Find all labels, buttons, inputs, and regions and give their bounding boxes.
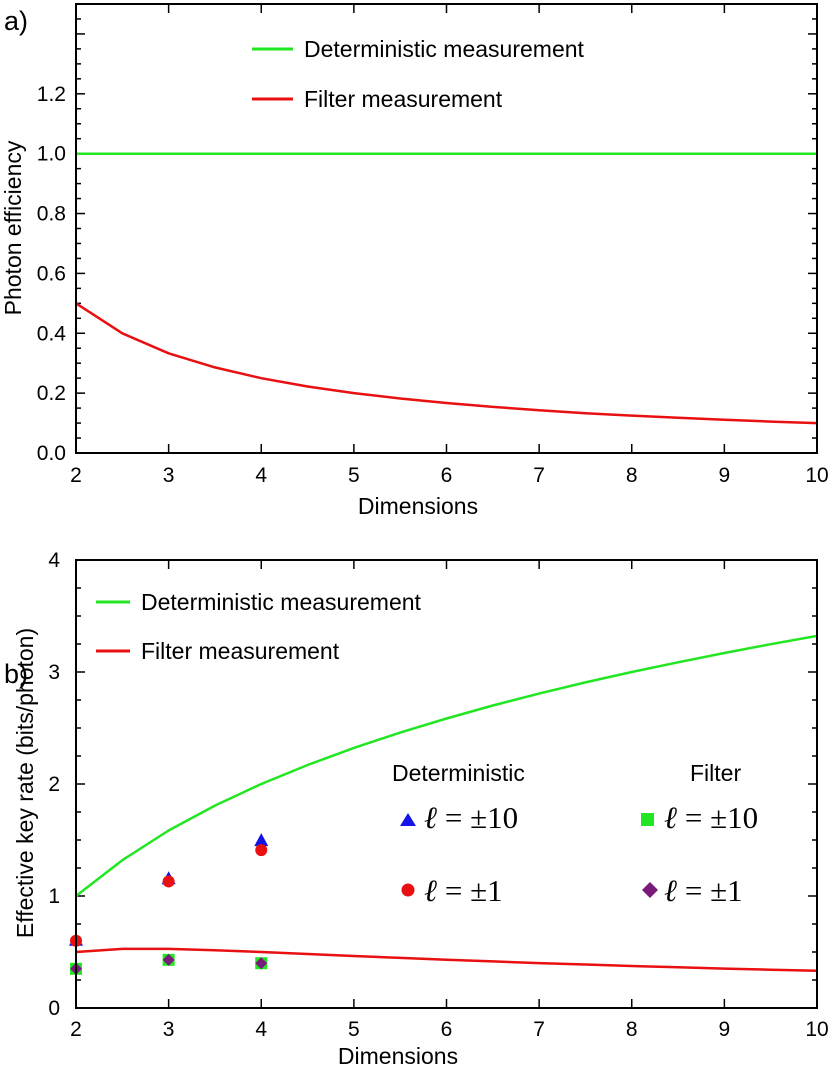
y-tick-label: 2 (48, 773, 60, 796)
y-tick-label: 1.2 (37, 83, 66, 106)
x-tick-label: 3 (163, 464, 175, 487)
panel-b-plot-frame (75, 559, 818, 1009)
x-tick-label: 7 (533, 1018, 545, 1041)
x-tick-label: 6 (441, 464, 453, 487)
panel-a-y-tick-labels: 0.0 0.2 0.4 0.6 0.8 1.0 1.2 (37, 83, 67, 465)
panel-a-legend: Deterministic measurement Filter measure… (252, 36, 585, 112)
panel-a-x-tick-labels: 2 3 4 5 6 7 8 9 10 (70, 464, 829, 487)
panel-label-b: b) (4, 659, 28, 689)
marker-legend-red-circle (401, 883, 415, 897)
panel-b-series (75, 634, 818, 973)
marker-legend-det-pm10-label: ℓ = ±10 (424, 800, 518, 835)
panel-a-series (75, 152, 818, 425)
y-tick-label: 0.8 (37, 203, 66, 226)
x-tick-label: 10 (805, 464, 828, 487)
marker-legend-filter-pm10-label: ℓ = ±10 (664, 800, 758, 835)
panel-b-marker-legend: Deterministic Filter ℓ = ±10 ℓ = ±1 ℓ = ±10… (392, 760, 758, 908)
y-tick-label: 1 (48, 885, 60, 908)
panel-b-scatter-points (69, 833, 269, 975)
marker-legend-filter-pm1-label: ℓ = ±1 (664, 873, 743, 908)
marker-legend-purple-diamond (642, 882, 658, 898)
marker-legend-deterministic-title: Deterministic (392, 760, 525, 786)
marker-legend-filter-title: Filter (690, 760, 741, 786)
x-tick-label: 8 (626, 1018, 638, 1041)
x-tick-label: 4 (255, 464, 267, 487)
point-triangle (254, 833, 269, 847)
x-tick-label: 10 (805, 1018, 828, 1041)
x-tick-label: 5 (348, 464, 360, 487)
panel-label-a: a) (4, 6, 28, 36)
series-line-filter-measurement (75, 947, 818, 973)
x-tick-label: 9 (719, 1018, 731, 1041)
y-tick-label: 4 (48, 549, 60, 572)
x-tick-label: 6 (441, 1018, 453, 1041)
y-tick-label: 0.0 (37, 442, 66, 465)
panel-b: b) 2 3 4 5 6 7 8 9 10 0 1 2 3 4 Dimensions Effective… (4, 549, 829, 1067)
panel-a-plot-frame (75, 3, 818, 454)
panel-a-x-axis-title: Dimensions (358, 493, 478, 519)
x-tick-label: 3 (163, 1018, 175, 1041)
y-tick-label: 0.6 (37, 262, 66, 285)
panel-a-ticks (75, 3, 818, 454)
marker-legend-blue-triangle (400, 813, 416, 826)
y-tick-label: 0.4 (37, 322, 67, 345)
panel-b-legend: Deterministic measurement Filter measure… (96, 589, 422, 664)
point-diamond (162, 953, 175, 966)
legend-a-deterministic-label: Deterministic measurement (304, 36, 585, 62)
panel-a-y-axis-title: Photon efficiency (0, 140, 26, 315)
point-circle (162, 875, 175, 888)
legend-a-filter-label: Filter measurement (304, 86, 503, 112)
legend-b-deterministic-label: Deterministic measurement (141, 589, 422, 615)
point-circle (255, 844, 268, 857)
x-tick-label: 7 (533, 464, 545, 487)
x-tick-label: 9 (719, 464, 731, 487)
x-tick-label: 2 (70, 1018, 82, 1041)
x-tick-label: 8 (626, 464, 638, 487)
series-line-deterministic-measurement (75, 634, 818, 897)
y-tick-label: 0.2 (37, 382, 66, 405)
y-tick-label: 1.0 (37, 143, 66, 166)
panel-b-y-tick-labels: 0 1 2 3 4 (48, 549, 60, 1020)
panel-a: a) 2 3 4 5 6 7 8 9 10 0.0 0.2 0.4 0.6 0.8 1.0 1.2 Dime… (0, 3, 829, 519)
x-tick-label: 5 (348, 1018, 360, 1041)
panel-b-x-tick-labels: 2 3 4 5 6 7 8 9 10 (70, 1018, 829, 1041)
x-tick-label: 4 (255, 1018, 267, 1041)
series-line-filter-measurement (75, 302, 818, 425)
panel-b-y-axis-title: Effective key rate (bits/photon) (12, 628, 38, 938)
y-tick-label: 0 (48, 997, 60, 1020)
marker-legend-det-pm1-label: ℓ = ±1 (424, 873, 503, 908)
legend-b-filter-label: Filter measurement (141, 638, 340, 664)
point-diamond (255, 957, 268, 970)
panel-b-x-axis-title: Dimensions (338, 1043, 458, 1067)
marker-legend-green-square (641, 813, 654, 826)
x-tick-label: 2 (70, 464, 82, 487)
y-tick-label: 3 (48, 661, 60, 684)
